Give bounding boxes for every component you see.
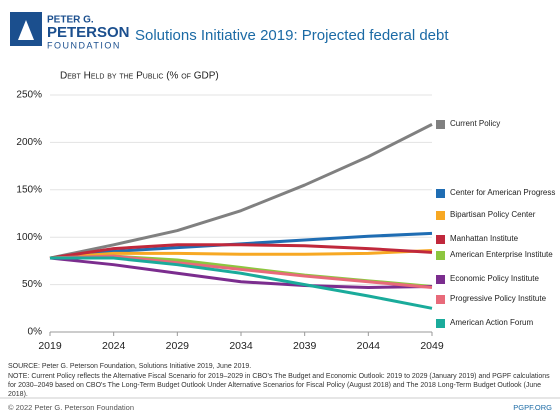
x-tick-label: 2039 [293, 340, 317, 352]
legend-label: Center for American Progress [450, 188, 556, 197]
y-tick-label: 150% [16, 184, 42, 195]
legend-label: Current Policy [450, 119, 501, 128]
legend-label: Manhattan Institute [450, 234, 519, 243]
x-tick-label: 2024 [102, 340, 126, 352]
y-tick-label: 0% [28, 327, 43, 338]
legend-label: Economic Policy Institute [450, 274, 539, 283]
series-line [50, 256, 433, 310]
legend-label: Bipartisan Policy Center [450, 210, 536, 219]
source: SOURCE: Peter G. Peterson Foundation, So… [8, 363, 252, 370]
legend-label: American Action Forum [450, 318, 534, 327]
y-axis-title: Debt Held by the Public (% of GDP) [60, 71, 219, 82]
series-line [49, 123, 433, 260]
series-line [49, 243, 433, 260]
legend-swatch [436, 295, 445, 304]
series-line [49, 256, 433, 289]
x-tick-label: 2034 [229, 340, 253, 352]
legend-label: American Enterprise Institute [450, 250, 553, 259]
note: NOTE: Current Policy reflects the Altern… [8, 373, 550, 398]
logo-text: PETERSON [47, 24, 130, 41]
y-tick-label: 200% [16, 137, 42, 148]
logo-text: FOUNDATION [47, 40, 121, 50]
y-tick-label: 250% [16, 90, 42, 101]
x-tick-label: 2044 [357, 340, 381, 352]
site: PGPF.ORG [513, 403, 552, 412]
legend-label: Progressive Policy Institute [450, 294, 547, 303]
legend-swatch [436, 189, 445, 198]
series-line [49, 248, 433, 260]
logo-text: PETER G. [47, 15, 94, 26]
x-tick-label: 2019 [38, 340, 62, 352]
copyright: © 2022 Peter G. Peterson Foundation [8, 403, 134, 412]
chart-title: Solutions Initiative 2019: Projected fed… [135, 27, 449, 44]
logo-shape [18, 20, 34, 40]
legend-swatch [436, 319, 445, 328]
legend-swatch [436, 235, 445, 244]
y-tick-label: 100% [16, 232, 42, 243]
legend-swatch [436, 211, 445, 220]
legend-swatch [436, 275, 445, 284]
legend-swatch [436, 120, 445, 129]
y-tick-label: 50% [22, 279, 42, 290]
x-tick-label: 2029 [166, 340, 190, 352]
series-line [49, 254, 433, 289]
x-tick-label: 2049 [420, 340, 444, 352]
legend-swatch [436, 251, 445, 260]
